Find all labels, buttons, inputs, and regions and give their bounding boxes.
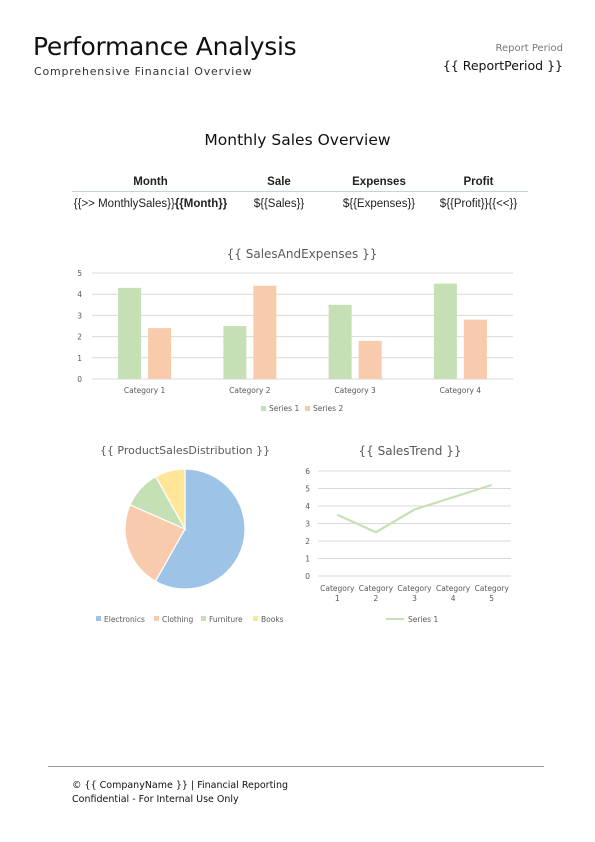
product-sales-distribution-chart: {{ ProductSalesDistribution }} Electronic… xyxy=(96,444,284,624)
x-tick-label: Category 4 xyxy=(436,584,471,603)
bar xyxy=(328,304,352,379)
legend-label: Electronics xyxy=(104,615,145,624)
legend-swatch xyxy=(201,616,206,621)
x-tick-label: Category 1 xyxy=(320,584,355,603)
table-row: {{>> MonthlySales}}{{Month}} ${{Sales}} … xyxy=(72,192,528,216)
sales-and-expenses-chart: {{ SalesAndExpenses }} 0 1 2 3 4 5 Category 1 Ca… xyxy=(77,247,513,413)
legend-swatch xyxy=(261,406,266,411)
column-header-profit: Profit xyxy=(429,172,528,192)
legend-swatch xyxy=(305,406,310,411)
x-tick-label: Category 3 xyxy=(397,584,432,603)
cell-profit: ${{Profit}}{{<<}} xyxy=(439,197,518,210)
pie-slice xyxy=(124,504,186,583)
bar xyxy=(223,326,247,379)
legend-label: Furniture xyxy=(209,615,243,624)
report-period-label: Report Period xyxy=(495,43,563,54)
y-tick-label: 4 xyxy=(77,290,82,299)
page-subtitle: Comprehensive Financial Overview xyxy=(34,65,253,78)
y-tick-label: 0 xyxy=(77,375,82,384)
legend-label: Series 2 xyxy=(313,404,343,413)
legend-label: Clothing xyxy=(162,615,193,624)
y-tick-label: 2 xyxy=(77,333,82,342)
column-header-sale: Sale xyxy=(229,172,329,192)
bar xyxy=(148,328,172,379)
x-tick-label: Category 5 xyxy=(475,584,510,603)
y-tick-label: 5 xyxy=(77,269,82,278)
table-header-row: Month Sale Expenses Profit xyxy=(72,172,528,192)
x-tick-label: Category 4 xyxy=(440,386,482,395)
footer-confidential: Confidential - For Internal Use Only xyxy=(72,794,239,805)
pie-slice xyxy=(154,468,246,590)
monthly-sales-table: Month Sale Expenses Profit {{>> MonthlyS… xyxy=(72,172,528,215)
report-period-value: {{ ReportPeriod }} xyxy=(442,58,563,73)
cell-sale: ${{Sales}} xyxy=(253,197,305,210)
y-tick-label: 3 xyxy=(305,520,310,529)
chart-title: {{ SalesAndExpenses }} xyxy=(227,247,378,261)
y-tick-label: 1 xyxy=(77,354,82,363)
page-title: Performance Analysis xyxy=(33,32,297,61)
pie-slice xyxy=(154,468,186,532)
y-tick-label: 4 xyxy=(305,502,310,511)
y-tick-label: 2 xyxy=(305,537,310,546)
legend-swatch xyxy=(253,616,258,621)
x-tick-label: Category 3 xyxy=(334,386,376,395)
y-tick-label: 6 xyxy=(305,467,310,476)
legend-label: Books xyxy=(261,615,284,624)
column-header-expenses: Expenses xyxy=(329,172,429,192)
bar xyxy=(358,340,382,379)
footer-copyright: © {{ CompanyName }} | Financial Reportin… xyxy=(72,780,288,791)
cell-expenses: ${{Expenses}} xyxy=(342,197,416,210)
chart-title: {{ SalesTrend }} xyxy=(359,444,462,458)
bar xyxy=(253,285,277,379)
footer-divider xyxy=(48,766,544,767)
legend-swatch xyxy=(96,616,101,621)
bar xyxy=(118,287,142,379)
cell-month-prefix: {{>> MonthlySales}} xyxy=(73,197,175,210)
chart-title: {{ ProductSalesDistribution }} xyxy=(100,444,270,457)
x-tick-label: Category 2 xyxy=(229,386,271,395)
x-tick-label: Category 1 xyxy=(124,386,166,395)
cell-month-field: {{Month}} xyxy=(174,197,228,210)
y-tick-label: 0 xyxy=(305,572,310,581)
legend-label: Series 1 xyxy=(269,404,299,413)
bar xyxy=(463,319,487,379)
y-tick-label: 3 xyxy=(77,311,82,320)
legend-label: Series 1 xyxy=(408,615,438,624)
bar xyxy=(433,283,457,379)
x-tick-label: Category 2 xyxy=(359,584,394,603)
column-header-month: Month xyxy=(72,172,229,192)
cell-month: {{>> MonthlySales}}{{Month}} xyxy=(72,192,229,216)
section-title: Monthly Sales Overview xyxy=(204,131,391,149)
y-tick-label: 5 xyxy=(305,485,310,494)
y-tick-label: 1 xyxy=(305,555,310,564)
legend-swatch xyxy=(154,616,159,621)
series-line xyxy=(336,483,493,534)
